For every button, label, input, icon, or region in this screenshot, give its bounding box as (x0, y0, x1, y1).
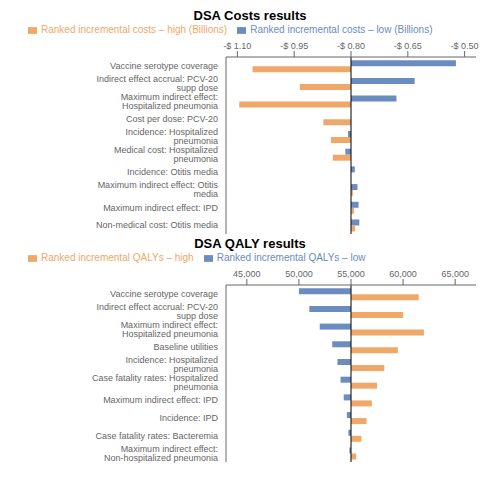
svg-text:Baseline utilities: Baseline utilities (153, 342, 218, 352)
svg-text:Incidence: Hospitalizedpneumon: Incidence: Hospitalizedpneumonia (125, 127, 218, 146)
svg-text:Incidence: Otitis media: Incidence: Otitis media (127, 167, 218, 177)
svg-text:Indirect effect accrual: PCV-2: Indirect effect accrual: PCV-20supp dose (97, 74, 218, 93)
svg-text:50,000: 50,000 (285, 269, 313, 279)
svg-text:Maximum indirect effect: IPD: Maximum indirect effect: IPD (103, 395, 218, 405)
svg-text:45,000: 45,000 (233, 269, 261, 279)
html-text:Ranked incremental costs – low: Ranked incremental costs – low (Billions… (250, 24, 433, 35)
svg-text:Maximum indirect effect:Non-ho: Maximum indirect effect:Non-hospitalized… (104, 444, 218, 463)
html-text:Ranked incremental QALYs – low: Ranked incremental QALYs – low (216, 252, 366, 263)
svg-text:-$ 0.95: -$ 0.95 (280, 41, 308, 51)
html-text:DSA Costs results: DSA Costs results (193, 8, 307, 23)
svg-text:Maximum indirect effect:Hospit: Maximum indirect effect:Hospitalized pne… (121, 320, 218, 339)
svg-text:Indirect effect accrual: PCV-2: Indirect effect accrual: PCV-20supp dose (97, 302, 218, 321)
svg-text:Non-medical cost: Otitis media: Non-medical cost: Otitis media (96, 220, 218, 230)
html-text:Ranked incremental costs – hig: Ranked incremental costs – high (Billion… (41, 24, 228, 35)
svg-text:55,000: 55,000 (337, 269, 365, 279)
svg-text:-$ 0.65: -$ 0.65 (394, 41, 422, 51)
svg-text:Vaccine serotype coverage: Vaccine serotype coverage (110, 289, 218, 299)
svg-text:Medical cost: Hospitalizedpneu: Medical cost: Hospitalizedpneumonia (114, 145, 218, 164)
html-text:DSA QALY results: DSA QALY results (194, 236, 306, 251)
svg-text:Maximum indirect effect:Hospit: Maximum indirect effect:Hospitalized pne… (121, 92, 218, 111)
svg-text:60,000: 60,000 (389, 269, 417, 279)
svg-text:Incidence: IPD: Incidence: IPD (159, 413, 218, 423)
svg-text:-$ 0.80: -$ 0.80 (337, 41, 365, 51)
svg-text:Vaccine serotype coverage: Vaccine serotype coverage (110, 61, 218, 71)
svg-text:Incidence: Hospitalizedpneumon: Incidence: Hospitalizedpneumonia (125, 355, 218, 374)
svg-text:Case fatality rates: Bacteremi: Case fatality rates: Bacteremia (95, 431, 218, 441)
svg-text:Maximum indirect effect: IPD: Maximum indirect effect: IPD (103, 203, 218, 213)
svg-text:Maximum indirect effect: Otiti: Maximum indirect effect: Otitismedia (98, 180, 219, 199)
svg-text:-$ 1.10: -$ 1.10 (223, 41, 251, 51)
svg-text:Case fatality rates: Hospitali: Case fatality rates: Hospitalizedpneumon… (92, 373, 218, 392)
html-text:Ranked incremental QALYs – hig: Ranked incremental QALYs – high (41, 252, 194, 263)
svg-text:-$ 0.50: -$ 0.50 (451, 41, 479, 51)
svg-text:65,000: 65,000 (441, 269, 469, 279)
svg-text:Cost per dose: PCV-20: Cost per dose: PCV-20 (126, 114, 218, 124)
